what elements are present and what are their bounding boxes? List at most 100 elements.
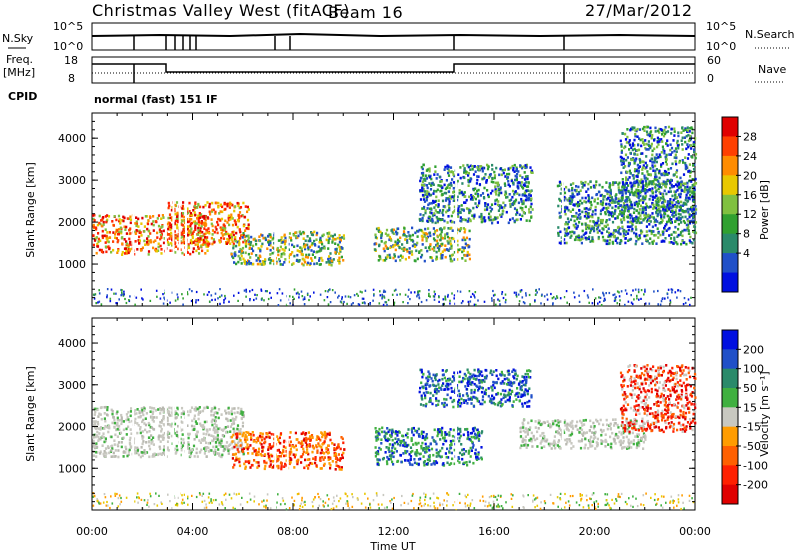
power-echo-cell	[301, 253, 304, 256]
power-near-range-cell	[588, 301, 590, 304]
power-near-range-cell	[614, 296, 616, 300]
power-echo-cell	[479, 194, 482, 197]
power-echo-cell	[144, 215, 147, 218]
velocity-echo-cell	[181, 444, 185, 447]
power-echo-cell	[236, 225, 239, 229]
power-echo-cell	[587, 195, 590, 199]
power-echo-cell	[399, 254, 403, 258]
power-echo-cell	[411, 233, 414, 237]
velocity-echo-cell	[193, 414, 196, 418]
power-echo-cell	[448, 183, 451, 186]
power-echo-cell	[104, 245, 107, 249]
velocity-echo-cell	[119, 431, 123, 435]
power-echo-cell	[269, 241, 272, 245]
power-echo-cell	[446, 239, 449, 243]
power-echo-cell	[611, 220, 615, 224]
power-echo-cell	[682, 219, 685, 223]
velocity-echo-cell	[240, 432, 243, 435]
power-echo-cell	[687, 139, 690, 143]
power-echo-cell	[620, 239, 623, 243]
velocity-echo-cell	[189, 410, 192, 414]
power-echo-cell	[633, 162, 636, 165]
power-echo-cell	[528, 211, 531, 214]
power-near-range-cell	[676, 296, 678, 299]
power-echo-cell	[489, 192, 493, 195]
power-echo-cell	[327, 235, 330, 238]
power-echo-cell	[680, 131, 683, 134]
power-echo-cell	[508, 199, 511, 202]
power-echo-cell	[198, 229, 201, 233]
power-echo-cell	[307, 239, 310, 243]
power-near-range-cell	[633, 298, 635, 301]
power-echo-cell	[447, 171, 450, 175]
power-echo-cell	[652, 239, 655, 243]
power-echo-cell	[526, 175, 529, 178]
velocity-echo-cell	[224, 444, 227, 448]
power-echo-cell	[467, 165, 470, 169]
power-echo-cell	[499, 167, 502, 171]
power-echo-cell	[228, 216, 231, 219]
power-echo-cell	[449, 247, 452, 250]
velocity-echo-cell	[227, 444, 231, 447]
power-echo-cell	[289, 253, 293, 256]
power-echo-cell	[157, 214, 161, 217]
power-echo-cell	[210, 236, 213, 240]
power-echo-cell	[632, 192, 635, 195]
power-near-range-cell	[497, 298, 499, 301]
power-echo-cell	[436, 219, 439, 223]
power-echo-cell	[489, 215, 492, 219]
power-echo-cell	[461, 218, 464, 221]
power-echo-cell	[386, 247, 389, 250]
power-echo-cell	[318, 249, 321, 253]
power-echo-cell	[578, 221, 581, 224]
power-near-range-cell	[438, 300, 440, 303]
power-echo-cell	[197, 231, 200, 234]
velocity-echo-cell	[238, 430, 241, 434]
velocity-echo-cell	[97, 439, 100, 442]
power-echo-cell	[444, 244, 447, 247]
power-echo-cell	[675, 171, 678, 174]
power-near-range-cell	[632, 289, 634, 292]
nsky-label: N.Sky	[2, 32, 34, 45]
power-echo-cell	[430, 177, 433, 181]
velocity-echo-cell	[216, 434, 219, 437]
power-near-range-cell	[381, 295, 384, 298]
power-echo-cell	[669, 153, 672, 156]
power-echo-cell	[425, 237, 428, 240]
power-echo-cell	[327, 241, 330, 245]
power-near-range-cell	[520, 289, 523, 292]
power-near-range-cell	[447, 295, 449, 298]
power-echo-cell	[569, 210, 572, 213]
power-echo-cell	[613, 201, 616, 204]
velocity-echo-cell	[100, 417, 103, 421]
velocity-echo-cell	[194, 433, 198, 436]
velocity-echo-cell	[240, 410, 243, 413]
power-echo-cell	[451, 259, 454, 263]
power-echo-cell	[685, 188, 688, 192]
power-near-range-cell	[592, 288, 594, 291]
power-echo-cell	[453, 174, 456, 178]
power-echo-cell	[308, 237, 312, 240]
power-echo-cell	[648, 173, 651, 176]
power-echo-cell	[674, 183, 678, 186]
power-echo-cell	[649, 180, 652, 183]
power-echo-cell	[115, 230, 118, 234]
power-echo-cell	[191, 213, 194, 217]
power-echo-cell	[436, 235, 439, 239]
power-echo-cell	[666, 139, 669, 142]
power-echo-cell	[388, 253, 391, 257]
power-echo-cell	[690, 219, 693, 223]
power-echo-cell	[121, 236, 124, 239]
power-echo-cell	[194, 224, 197, 228]
power-echo-cell	[483, 186, 486, 190]
power-echo-cell	[493, 218, 496, 221]
power-near-range-cell	[278, 288, 281, 291]
power-echo-cell	[160, 235, 163, 239]
velocity-echo-cell	[307, 452, 310, 456]
power-echo-cell	[648, 219, 651, 222]
velocity-echo-cell	[94, 450, 98, 454]
power-echo-cell	[669, 237, 673, 240]
power-echo-cell	[424, 193, 427, 196]
power-echo-cell	[688, 215, 691, 219]
power-echo-cell	[622, 202, 626, 205]
